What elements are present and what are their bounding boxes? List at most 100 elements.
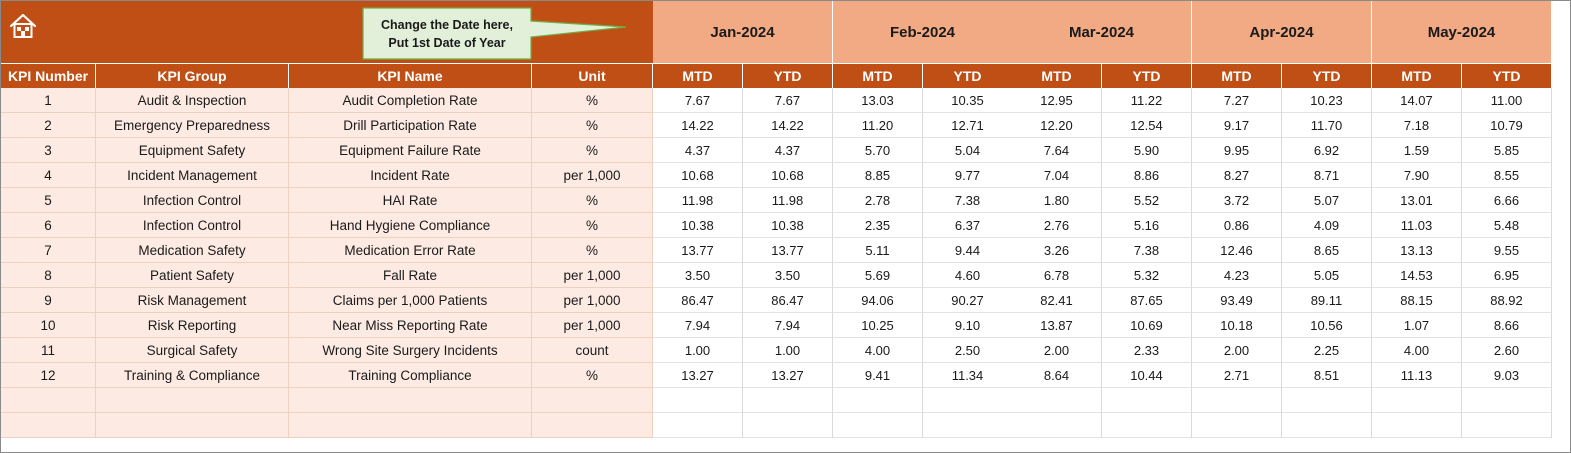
cell-ytd-value[interactable]: 6.92 (1282, 138, 1372, 163)
cell-no[interactable]: 1 (1, 88, 96, 113)
cell-mtd-value[interactable]: 7.27 (1192, 88, 1282, 113)
cell-ytd-value[interactable]: 7.67 (743, 88, 833, 113)
cell-mtd-value[interactable]: 11.03 (1372, 213, 1462, 238)
cell-mtd-value[interactable]: 13.03 (833, 88, 923, 113)
cell-ytd-value[interactable]: 9.03 (1462, 363, 1552, 388)
cell-ytd-value[interactable]: 4.60 (923, 263, 1013, 288)
cell-name[interactable]: Incident Rate (289, 163, 532, 188)
empty-cell[interactable] (743, 413, 833, 438)
cell-mtd-value[interactable]: 9.41 (833, 363, 923, 388)
cell-mtd-value[interactable]: 14.53 (1372, 263, 1462, 288)
cell-ytd-value[interactable]: 9.55 (1462, 238, 1552, 263)
cell-ytd-value[interactable]: 10.38 (743, 213, 833, 238)
cell-ytd-value[interactable]: 6.95 (1462, 263, 1552, 288)
empty-cell[interactable] (289, 413, 532, 438)
cell-group[interactable]: Audit & Inspection (96, 88, 289, 113)
cell-mtd-value[interactable]: 3.72 (1192, 188, 1282, 213)
cell-name[interactable]: Wrong Site Surgery Incidents (289, 338, 532, 363)
cell-mtd-value[interactable]: 5.69 (833, 263, 923, 288)
cell-group[interactable]: Surgical Safety (96, 338, 289, 363)
cell-mtd-value[interactable]: 94.06 (833, 288, 923, 313)
cell-mtd-value[interactable]: 1.07 (1372, 313, 1462, 338)
cell-ytd-value[interactable]: 2.50 (923, 338, 1013, 363)
cell-unit[interactable]: per 1,000 (532, 313, 653, 338)
cell-mtd-value[interactable]: 11.20 (833, 113, 923, 138)
cell-unit[interactable]: % (532, 138, 653, 163)
cell-ytd-value[interactable]: 13.27 (743, 363, 833, 388)
cell-mtd-value[interactable]: 4.23 (1192, 263, 1282, 288)
empty-cell[interactable] (923, 388, 1013, 413)
cell-ytd-value[interactable]: 2.33 (1102, 338, 1192, 363)
cell-mtd-value[interactable]: 4.00 (1372, 338, 1462, 363)
empty-cell[interactable] (1102, 413, 1192, 438)
cell-mtd-value[interactable]: 86.47 (653, 288, 743, 313)
cell-mtd-value[interactable]: 13.77 (653, 238, 743, 263)
empty-cell[interactable] (289, 388, 532, 413)
cell-mtd-value[interactable]: 2.00 (1012, 338, 1102, 363)
cell-ytd-value[interactable]: 9.77 (923, 163, 1013, 188)
cell-ytd-value[interactable]: 7.38 (1102, 238, 1192, 263)
cell-ytd-value[interactable]: 7.94 (743, 313, 833, 338)
cell-group[interactable]: Medication Safety (96, 238, 289, 263)
cell-ytd-value[interactable]: 88.92 (1462, 288, 1552, 313)
cell-mtd-value[interactable]: 7.64 (1012, 138, 1102, 163)
empty-cell[interactable] (1192, 413, 1282, 438)
cell-ytd-value[interactable]: 8.51 (1282, 363, 1372, 388)
cell-ytd-value[interactable]: 87.65 (1102, 288, 1192, 313)
cell-unit[interactable]: count (532, 338, 653, 363)
cell-mtd-value[interactable]: 12.20 (1012, 113, 1102, 138)
cell-mtd-value[interactable]: 7.18 (1372, 113, 1462, 138)
empty-cell[interactable] (1372, 388, 1462, 413)
cell-ytd-value[interactable]: 10.44 (1102, 363, 1192, 388)
cell-mtd-value[interactable]: 5.11 (833, 238, 923, 263)
cell-mtd-value[interactable]: 1.00 (653, 338, 743, 363)
cell-group[interactable]: Incident Management (96, 163, 289, 188)
cell-ytd-value[interactable]: 9.44 (923, 238, 1013, 263)
empty-cell[interactable] (1282, 388, 1372, 413)
cell-mtd-value[interactable]: 93.49 (1192, 288, 1282, 313)
cell-unit[interactable]: % (532, 238, 653, 263)
cell-no[interactable]: 2 (1, 113, 96, 138)
cell-mtd-value[interactable]: 10.25 (833, 313, 923, 338)
cell-ytd-value[interactable]: 11.70 (1282, 113, 1372, 138)
cell-name[interactable]: Audit Completion Rate (289, 88, 532, 113)
cell-ytd-value[interactable]: 10.79 (1462, 113, 1552, 138)
cell-mtd-value[interactable]: 14.07 (1372, 88, 1462, 113)
cell-mtd-value[interactable]: 2.35 (833, 213, 923, 238)
cell-mtd-value[interactable]: 2.78 (833, 188, 923, 213)
cell-ytd-value[interactable]: 90.27 (923, 288, 1013, 313)
cell-ytd-value[interactable]: 12.71 (923, 113, 1013, 138)
cell-ytd-value[interactable]: 8.66 (1462, 313, 1552, 338)
cell-ytd-value[interactable]: 11.98 (743, 188, 833, 213)
cell-ytd-value[interactable]: 4.09 (1282, 213, 1372, 238)
cell-unit[interactable]: per 1,000 (532, 163, 653, 188)
cell-mtd-value[interactable]: 3.26 (1012, 238, 1102, 263)
cell-mtd-value[interactable]: 7.04 (1012, 163, 1102, 188)
cell-unit[interactable]: per 1,000 (532, 263, 653, 288)
cell-unit[interactable]: % (532, 188, 653, 213)
empty-cell[interactable] (1102, 388, 1192, 413)
cell-name[interactable]: Claims per 1,000 Patients (289, 288, 532, 313)
cell-unit[interactable]: per 1,000 (532, 288, 653, 313)
cell-group[interactable]: Infection Control (96, 213, 289, 238)
cell-unit[interactable]: % (532, 213, 653, 238)
cell-no[interactable]: 9 (1, 288, 96, 313)
cell-ytd-value[interactable]: 4.37 (743, 138, 833, 163)
cell-ytd-value[interactable]: 2.25 (1282, 338, 1372, 363)
cell-ytd-value[interactable]: 5.85 (1462, 138, 1552, 163)
cell-ytd-value[interactable]: 11.34 (923, 363, 1013, 388)
cell-group[interactable]: Patient Safety (96, 263, 289, 288)
cell-mtd-value[interactable]: 9.17 (1192, 113, 1282, 138)
cell-mtd-value[interactable]: 7.94 (653, 313, 743, 338)
cell-mtd-value[interactable]: 1.80 (1012, 188, 1102, 213)
cell-mtd-value[interactable]: 3.50 (653, 263, 743, 288)
empty-cell[interactable] (1372, 413, 1462, 438)
cell-group[interactable]: Training & Compliance (96, 363, 289, 388)
cell-mtd-value[interactable]: 0.86 (1192, 213, 1282, 238)
cell-unit[interactable]: % (532, 88, 653, 113)
empty-cell[interactable] (1, 388, 96, 413)
empty-cell[interactable] (532, 388, 653, 413)
cell-mtd-value[interactable]: 12.46 (1192, 238, 1282, 263)
cell-group[interactable]: Risk Reporting (96, 313, 289, 338)
empty-cell[interactable] (743, 388, 833, 413)
